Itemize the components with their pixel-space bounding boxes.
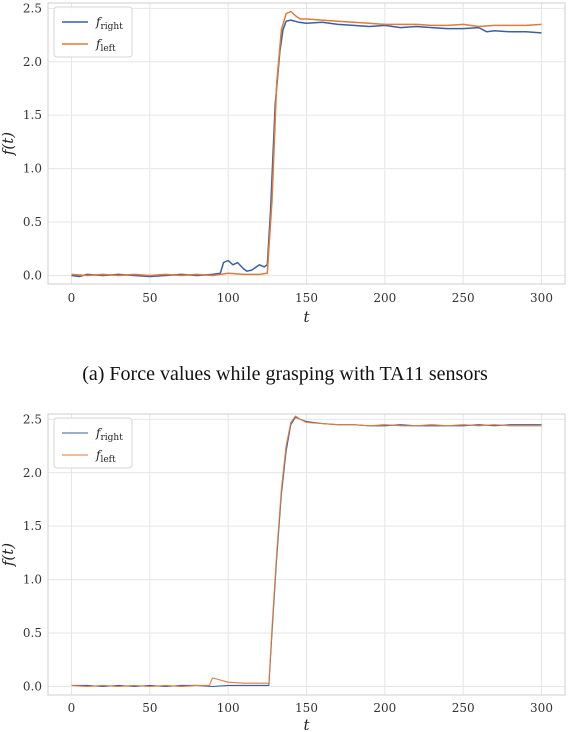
legend-label-sub: left [100,44,116,54]
x-tick-label: 100 [217,701,240,715]
y-tick-label: 2.0 [23,466,42,480]
y-tick-label: 0.0 [23,268,42,282]
y-tick-label: 2.5 [23,412,42,426]
y-tick-label: 0.5 [23,626,42,640]
x-tick-label: 250 [452,701,475,715]
y-tick-label: 1.5 [23,519,42,533]
x-tick-label: 150 [295,701,318,715]
x-tick-label: 300 [530,291,553,305]
series-line-f_left [71,10,542,277]
x-tick-label: 100 [217,291,240,305]
legend-label-f_left: fleft [95,448,116,465]
x-tick-label: 0 [68,701,76,715]
legend-label-f_left: fleft [95,37,116,54]
legend-label-sub: right [100,22,123,32]
plot-frame [47,413,566,696]
legend-label-main: f [95,448,103,462]
y-axis-label: f(t) [0,132,17,156]
x-tick-label: 50 [142,701,157,715]
x-tick-label: 250 [452,291,475,305]
legend-box [53,6,133,58]
legend-label-f_right: fright [95,426,123,443]
caption-a: (a) Force values while grasping with TA1… [82,363,488,385]
chart-a: 0 50 100 150 200 250 300 0.0 0.5 1.0 1.5 2.0 2.5 t f(t… [0,1,566,326]
x-tick-label: 200 [373,291,396,305]
y-tick-label: 2.5 [23,1,42,15]
y-tick-label: 1.0 [23,162,42,176]
y-tick-label: 2.0 [23,55,42,69]
legend-label-main: f [95,37,103,51]
y-tick-label: 1.5 [23,108,42,122]
legend-label-main: f [95,426,103,440]
series-line-f_left [71,415,542,688]
x-tick-label: 150 [295,291,318,305]
y-tick-label: 0.5 [23,215,42,229]
x-tick-label: 50 [142,291,157,305]
plot-frame [47,2,566,285]
y-tick-label: 0.0 [23,679,42,693]
x-axis-label: t [303,308,310,326]
x-tick-label: 200 [373,701,396,715]
legend-box [53,417,133,469]
legend-label-sub: left [100,455,116,465]
x-axis-label: t [303,716,310,732]
legend-label-f_right: fright [95,15,123,32]
y-axis-label: f(t) [0,543,17,567]
legend-label-main: f [95,15,103,29]
y-tick-label: 1.0 [23,573,42,587]
x-tick-label: 300 [530,701,553,715]
chart-b: 0 50 100 150 200 250 300 0.0 0.5 1.0 1.5 2.0 2.5 t f(t… [0,412,566,732]
x-tick-label: 0 [68,291,76,305]
legend-label-sub: right [100,433,123,443]
